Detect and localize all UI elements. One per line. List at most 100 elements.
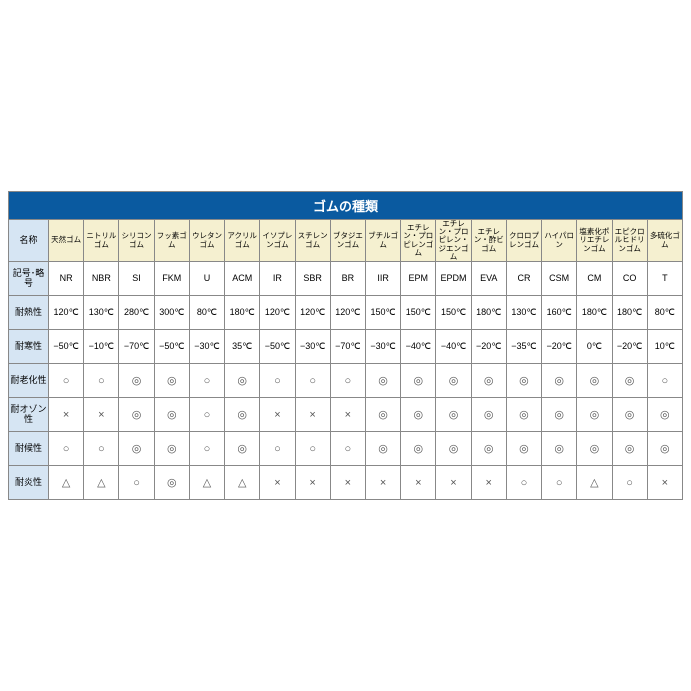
cell: 0℃ bbox=[577, 330, 612, 364]
cell: 300℃ bbox=[154, 296, 189, 330]
cell: × bbox=[365, 466, 400, 500]
rowhead-heat: 耐熱性 bbox=[9, 296, 49, 330]
col-3: フッ素ゴム bbox=[154, 219, 189, 261]
col-17: 多硫化ゴム bbox=[647, 219, 682, 261]
cell: ◎ bbox=[401, 432, 436, 466]
cell: ○ bbox=[84, 364, 119, 398]
cell: ◎ bbox=[471, 398, 506, 432]
cell: CR bbox=[506, 262, 541, 296]
cell: ○ bbox=[330, 364, 365, 398]
cell: ◎ bbox=[506, 364, 541, 398]
col-10: エチレン・プロピレンゴム bbox=[401, 219, 436, 261]
cell: 180℃ bbox=[225, 296, 260, 330]
cell: 180℃ bbox=[612, 296, 647, 330]
cell: △ bbox=[49, 466, 84, 500]
col-7: スチレンゴム bbox=[295, 219, 330, 261]
cell: ◎ bbox=[119, 398, 154, 432]
cell: −50℃ bbox=[260, 330, 295, 364]
cell: ○ bbox=[330, 432, 365, 466]
cell: × bbox=[295, 398, 330, 432]
rowhead-weather: 耐候性 bbox=[9, 432, 49, 466]
cell: ○ bbox=[260, 432, 295, 466]
cell: −10℃ bbox=[84, 330, 119, 364]
table-title: ゴムの種類 bbox=[8, 191, 683, 219]
cell: 120℃ bbox=[295, 296, 330, 330]
cell: 80℃ bbox=[189, 296, 224, 330]
col-2: シリコンゴム bbox=[119, 219, 154, 261]
row-weather: 耐候性 ○ ○ ◎ ◎ ○ ◎ ○ ○ ○ ◎ ◎ ◎ ◎ ◎ ◎ ◎ ◎ ◎ bbox=[9, 432, 683, 466]
cell: ○ bbox=[612, 466, 647, 500]
cell: ◎ bbox=[119, 432, 154, 466]
rubber-table: 名称 天然ゴム ニトリルゴム シリコンゴム フッ素ゴム ウレタンゴム アクリルゴ… bbox=[8, 219, 683, 500]
cell: BR bbox=[330, 262, 365, 296]
cell: × bbox=[401, 466, 436, 500]
cell: ◎ bbox=[612, 364, 647, 398]
col-12: エチレン・酢ビゴム bbox=[471, 219, 506, 261]
cell: 160℃ bbox=[542, 296, 577, 330]
cell: −40℃ bbox=[436, 330, 471, 364]
cell: × bbox=[84, 398, 119, 432]
col-15: 塩素化ポリエチレンゴム bbox=[577, 219, 612, 261]
cell: −35℃ bbox=[506, 330, 541, 364]
col-0: 天然ゴム bbox=[49, 219, 84, 261]
cell: ◎ bbox=[471, 432, 506, 466]
cell: IIR bbox=[365, 262, 400, 296]
cell: × bbox=[330, 466, 365, 500]
cell: ◎ bbox=[225, 364, 260, 398]
cell: −30℃ bbox=[295, 330, 330, 364]
cell: × bbox=[49, 398, 84, 432]
cell: −20℃ bbox=[612, 330, 647, 364]
col-5: アクリルゴム bbox=[225, 219, 260, 261]
cell: × bbox=[647, 466, 682, 500]
cell: U bbox=[189, 262, 224, 296]
cell: ◎ bbox=[612, 432, 647, 466]
cell: ○ bbox=[189, 398, 224, 432]
cell: × bbox=[260, 466, 295, 500]
rowhead-flame: 耐炎性 bbox=[9, 466, 49, 500]
cell: 120℃ bbox=[330, 296, 365, 330]
cell: ◎ bbox=[119, 364, 154, 398]
cell: ◎ bbox=[154, 466, 189, 500]
cell: ○ bbox=[295, 364, 330, 398]
cell: ◎ bbox=[647, 432, 682, 466]
rowhead-ozone: 耐オゾン性 bbox=[9, 398, 49, 432]
cell: FKM bbox=[154, 262, 189, 296]
cell: −20℃ bbox=[542, 330, 577, 364]
cell: ACM bbox=[225, 262, 260, 296]
cell: −50℃ bbox=[49, 330, 84, 364]
cell: ○ bbox=[295, 432, 330, 466]
col-16: エピクロルヒドリンゴム bbox=[612, 219, 647, 261]
cell: 150℃ bbox=[436, 296, 471, 330]
cell: × bbox=[436, 466, 471, 500]
cell: ◎ bbox=[577, 432, 612, 466]
cell: ◎ bbox=[154, 432, 189, 466]
row-code: 記号･略号 NR NBR SI FKM U ACM IR SBR BR IIR … bbox=[9, 262, 683, 296]
cell: ◎ bbox=[154, 398, 189, 432]
cell: −70℃ bbox=[330, 330, 365, 364]
cell: T bbox=[647, 262, 682, 296]
cell: 120℃ bbox=[260, 296, 295, 330]
cell: ◎ bbox=[436, 398, 471, 432]
cell: −30℃ bbox=[189, 330, 224, 364]
cell: ◎ bbox=[542, 364, 577, 398]
cell: ○ bbox=[49, 432, 84, 466]
cell: EPDM bbox=[436, 262, 471, 296]
cell: ◎ bbox=[506, 398, 541, 432]
cell: CO bbox=[612, 262, 647, 296]
cell: ◎ bbox=[225, 432, 260, 466]
cell: 180℃ bbox=[577, 296, 612, 330]
col-14: ハイパロン bbox=[542, 219, 577, 261]
cell: ○ bbox=[49, 364, 84, 398]
cell: × bbox=[295, 466, 330, 500]
row-ozone: 耐オゾン性 × × ◎ ◎ ○ ◎ × × × ◎ ◎ ◎ ◎ ◎ ◎ ◎ ◎ … bbox=[9, 398, 683, 432]
cell: −30℃ bbox=[365, 330, 400, 364]
cell: 10℃ bbox=[647, 330, 682, 364]
cell: 80℃ bbox=[647, 296, 682, 330]
cell: 120℃ bbox=[49, 296, 84, 330]
cell: ◎ bbox=[365, 398, 400, 432]
rowhead-aging: 耐老化性 bbox=[9, 364, 49, 398]
row-aging: 耐老化性 ○ ○ ◎ ◎ ○ ◎ ○ ○ ○ ◎ ◎ ◎ ◎ ◎ ◎ ◎ ◎ ○ bbox=[9, 364, 683, 398]
cell: −70℃ bbox=[119, 330, 154, 364]
cell: ○ bbox=[189, 432, 224, 466]
cell: ◎ bbox=[577, 398, 612, 432]
